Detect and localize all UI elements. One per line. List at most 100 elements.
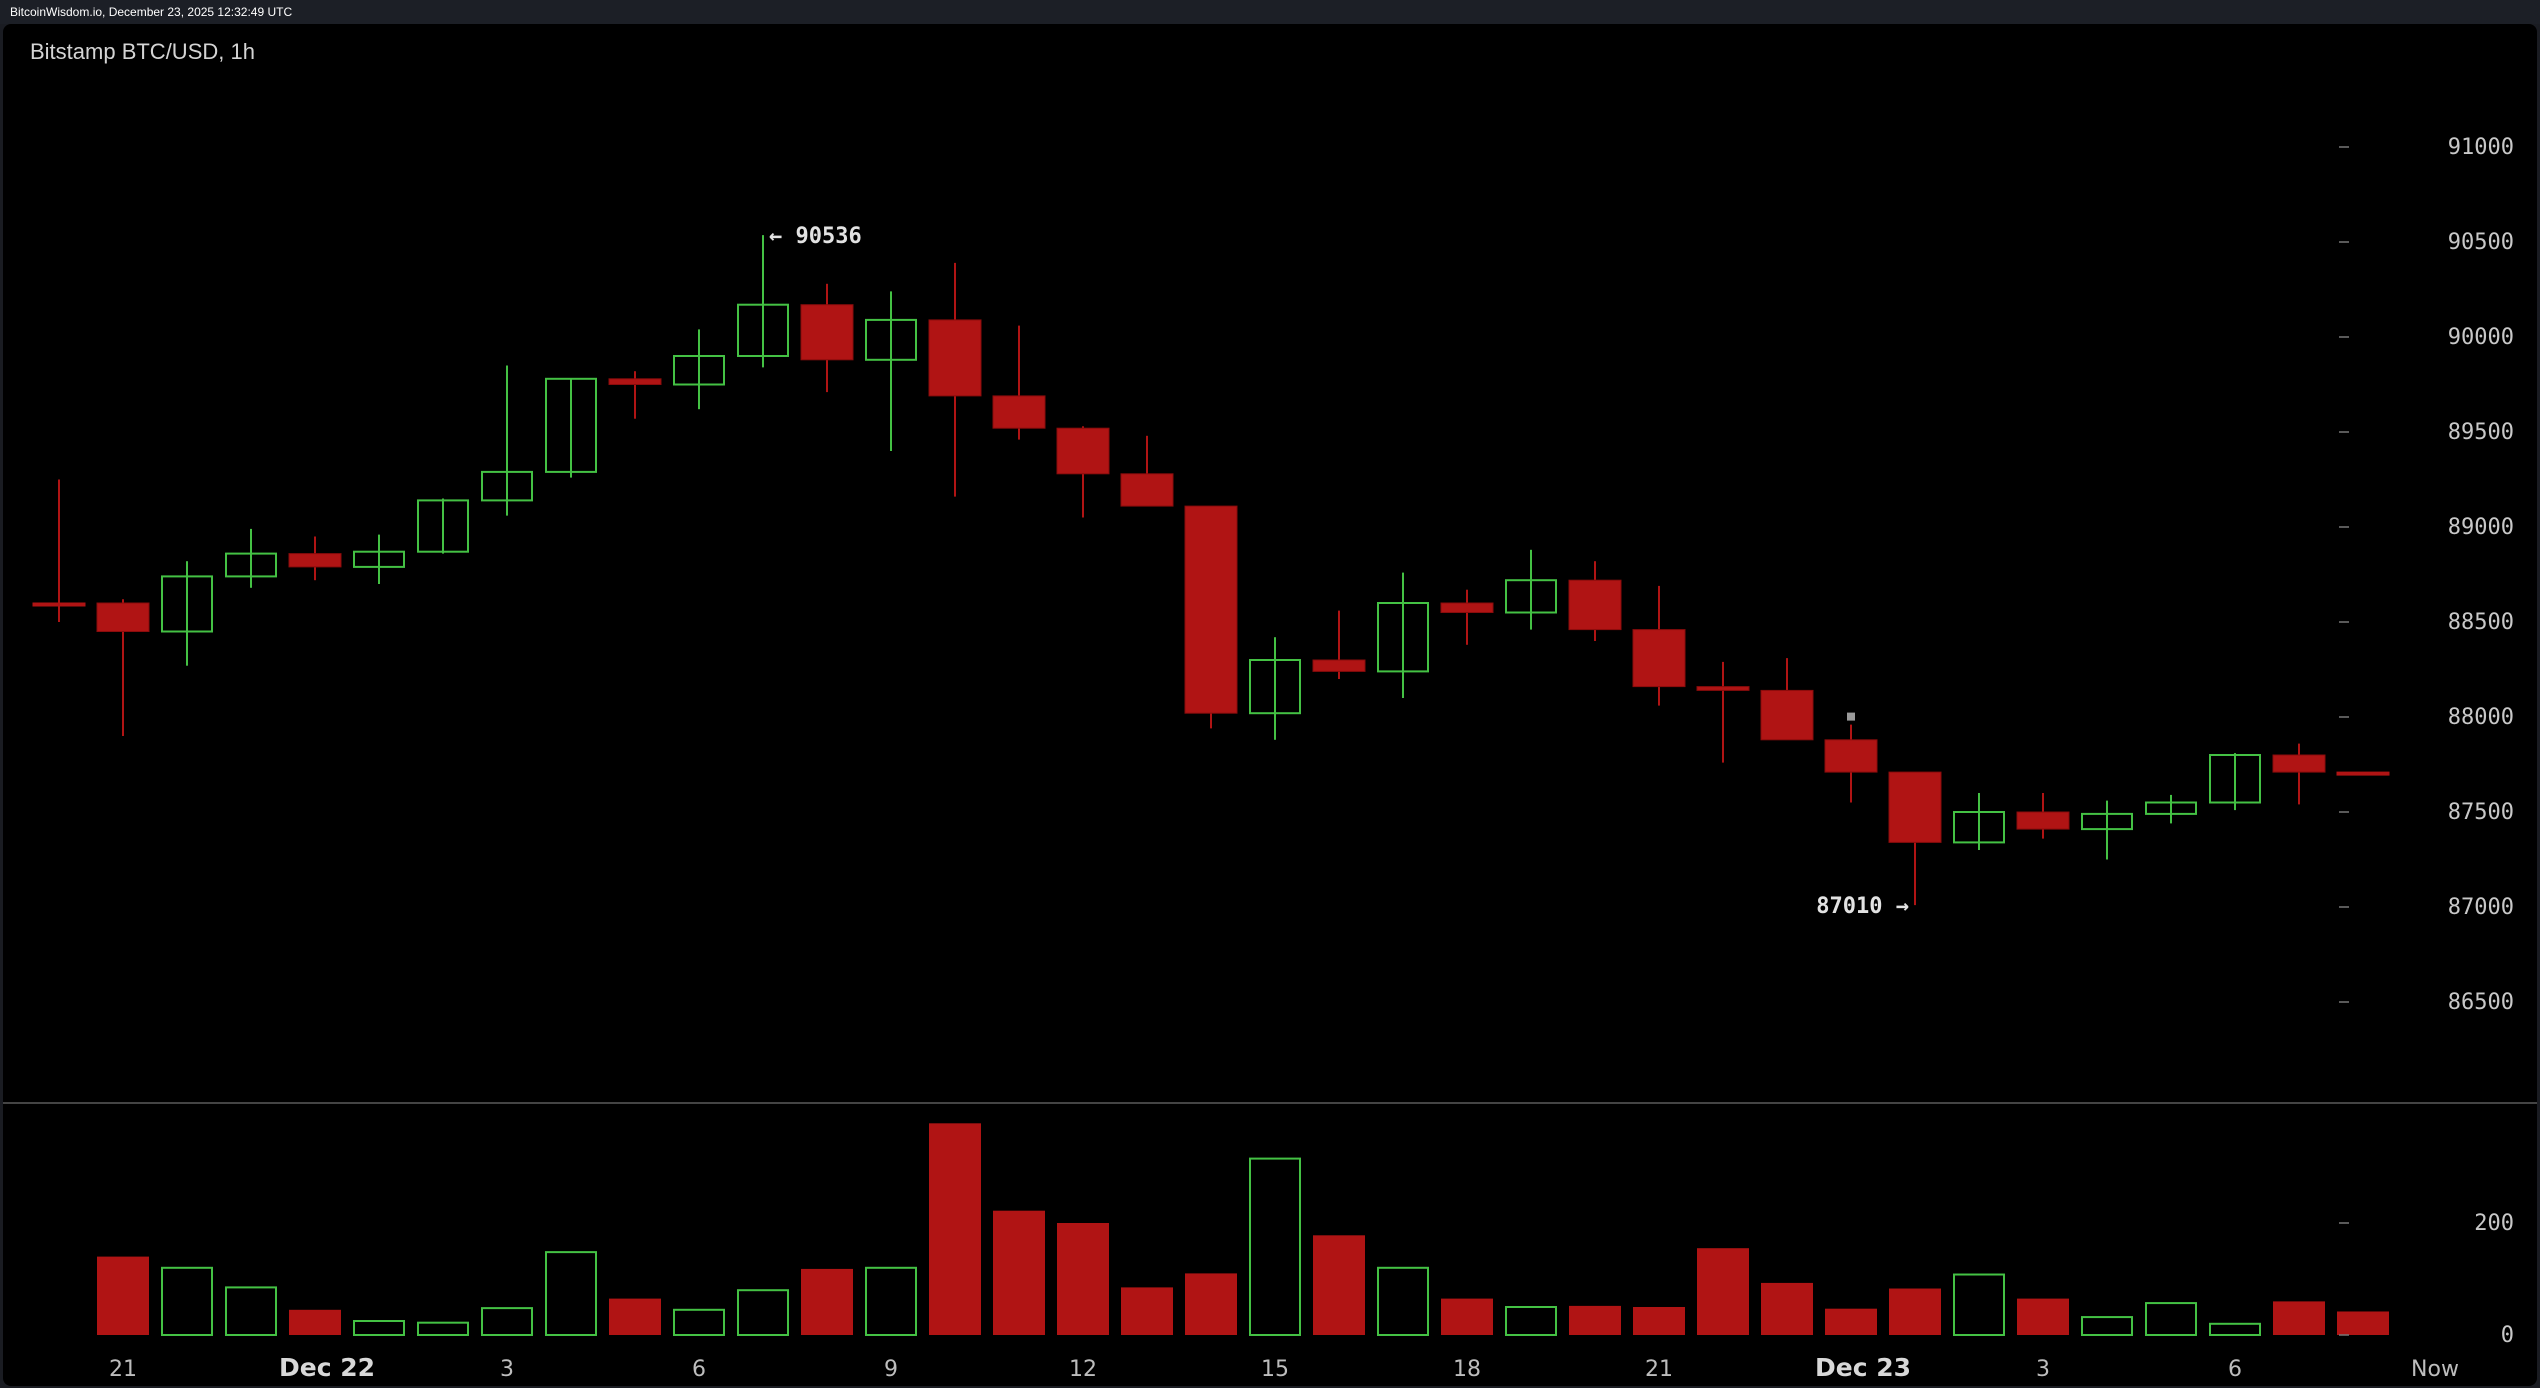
volume-bar <box>353 1320 405 1336</box>
time-tick-label: Now <box>2411 1357 2459 1382</box>
candle-body <box>1377 602 1429 673</box>
candle-body <box>2209 754 2261 804</box>
last-trade-marker <box>1847 712 1855 721</box>
candle-body <box>1632 629 1686 688</box>
volume-bar <box>1505 1306 1557 1336</box>
volume-bar <box>289 1309 341 1335</box>
volume-bar <box>2273 1301 2325 1335</box>
volume-bar <box>1697 1248 1749 1335</box>
price-tick-label: 91000 <box>2448 135 2514 160</box>
volume-bar <box>1185 1273 1237 1335</box>
candle-body <box>2145 801 2197 815</box>
price-axis: 91000 90500 90000 89500 89000 88500 88000 87500… <box>2339 135 2514 1015</box>
volume-bar <box>161 1266 213 1337</box>
time-tick-label: 9 <box>884 1357 898 1382</box>
time-tick-label: 21 <box>109 1357 137 1382</box>
volume-bar <box>673 1308 725 1337</box>
volume-bar <box>1057 1223 1109 1335</box>
candle-body <box>673 355 725 386</box>
price-pane <box>32 235 2390 906</box>
candle-body <box>1760 689 1814 741</box>
candle-body <box>1440 602 1494 613</box>
chart-title: Bitstamp BTC/USD, 1h <box>30 39 255 64</box>
volume-bar <box>2337 1311 2389 1335</box>
candle-body <box>1184 505 1238 714</box>
volume-bar <box>1313 1235 1365 1335</box>
candle-body <box>2272 754 2326 773</box>
header-caption: BitcoinWisdom.io, December 23, 2025 12:3… <box>10 5 293 19</box>
candle-body <box>608 378 662 385</box>
price-annotation: 87010 → <box>1816 894 1909 919</box>
price-tick-label: 86500 <box>2448 990 2514 1015</box>
volume-bar <box>993 1210 1045 1335</box>
volume-bar <box>737 1289 789 1336</box>
candle-body <box>1056 427 1110 475</box>
candle-body <box>1120 473 1174 507</box>
volume-bar <box>1953 1273 2005 1337</box>
candle-body <box>1568 579 1622 631</box>
price-annotation: ← 90536 <box>769 224 862 249</box>
price-tick-label: 89500 <box>2448 420 2514 445</box>
volume-bar <box>865 1266 917 1337</box>
price-tick-label: 90000 <box>2448 325 2514 350</box>
candle-body <box>225 552 277 578</box>
volume-tick-label: 0 <box>2501 1323 2514 1348</box>
volume-bar <box>1761 1282 1813 1335</box>
volume-bar <box>609 1298 661 1335</box>
candle-body <box>1824 739 1878 773</box>
time-tick-label: 12 <box>1069 1357 1097 1382</box>
volume-bar <box>225 1286 277 1337</box>
price-tick-label: 88000 <box>2448 705 2514 730</box>
candle-body <box>288 553 342 568</box>
time-tick-label: 3 <box>2036 1357 2050 1382</box>
volume-bar <box>1121 1287 1173 1335</box>
volume-bar <box>801 1268 853 1335</box>
chart-frame: Bitstamp BTC/USD, 1h 91000 90500 90000 8950… <box>3 24 2537 1386</box>
candle-body <box>2336 771 2390 776</box>
volume-bar <box>1633 1307 1685 1335</box>
volume-bar <box>481 1307 533 1336</box>
candle-body <box>1312 659 1366 672</box>
candle-body <box>1505 579 1557 614</box>
time-tick-label: 6 <box>2228 1357 2242 1382</box>
volume-bar <box>1569 1305 1621 1335</box>
volume-bar <box>2145 1302 2197 1336</box>
volume-bar <box>97 1256 149 1335</box>
time-tick-label: Dec 23 <box>1815 1353 1911 1382</box>
volume-bar <box>929 1123 981 1335</box>
time-tick-label: 3 <box>500 1357 514 1382</box>
top-caption-bar: BitcoinWisdom.io, December 23, 2025 12:3… <box>0 0 2540 24</box>
candle-body <box>928 319 982 397</box>
candle-body <box>800 304 854 361</box>
candle-body <box>161 575 213 633</box>
candle-body <box>2081 812 2133 831</box>
volume-tick-label: 200 <box>2474 1211 2514 1236</box>
price-annotations: ← 90536 87010 → <box>769 224 1909 919</box>
candle-body <box>353 550 405 568</box>
time-tick-label: 21 <box>1645 1357 1673 1382</box>
candle-body <box>992 395 1046 429</box>
price-tick-label: 87000 <box>2448 895 2514 920</box>
candle-body <box>2016 811 2070 830</box>
time-tick-label: 15 <box>1261 1357 1289 1382</box>
candle-body <box>96 602 150 632</box>
candle-body <box>32 602 86 607</box>
time-axis: 21 Dec 22 3 6 9 12 15 18 21 Dec 23 3 6 Now <box>109 1353 2459 1382</box>
volume-bar <box>417 1321 469 1337</box>
price-tick-label: 89000 <box>2448 515 2514 540</box>
volume-bar <box>1377 1266 1429 1337</box>
time-tick-label: 6 <box>692 1357 706 1382</box>
candle-body <box>865 318 917 361</box>
time-tick-label: 18 <box>1453 1357 1481 1382</box>
volume-bar <box>1825 1308 1877 1335</box>
volume-bar <box>2081 1316 2133 1336</box>
candle-body <box>481 470 533 502</box>
price-tick-label: 88500 <box>2448 610 2514 635</box>
candle-body <box>737 303 789 358</box>
candle-body <box>1953 811 2005 844</box>
candle-body <box>1888 771 1942 843</box>
volume-bar <box>1441 1298 1493 1335</box>
volume-bar <box>2017 1298 2069 1335</box>
candle-body <box>1696 686 1750 691</box>
